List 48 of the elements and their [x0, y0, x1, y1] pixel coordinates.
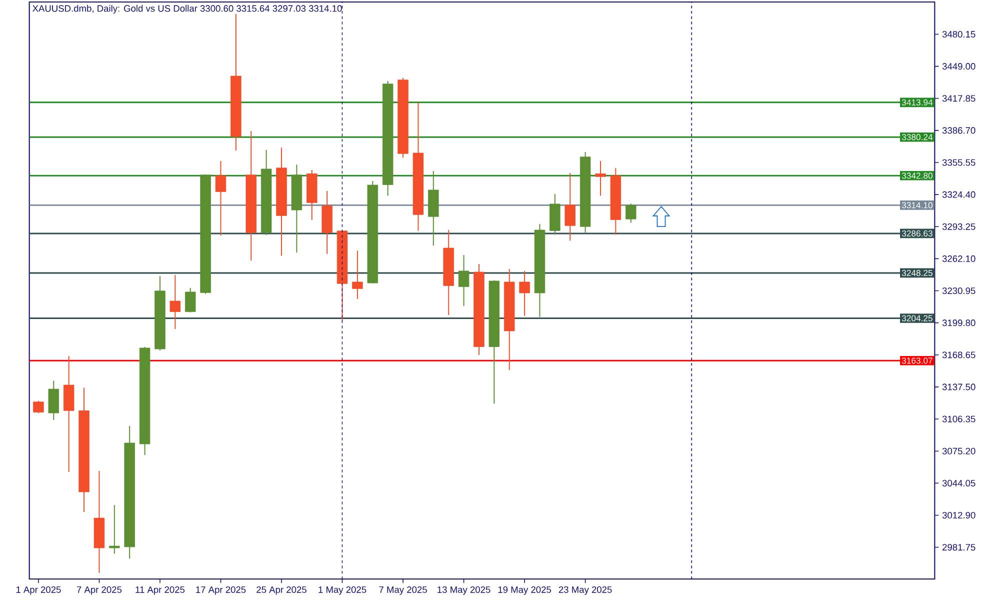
y-tick-label: 3386.70 [942, 127, 976, 134]
y-tick-label: 3075.20 [942, 448, 976, 454]
ref-line-label: 3204.25 [902, 315, 932, 322]
x-tick-label: 17 Apr 2025 [196, 586, 246, 595]
ref-line-label: 3342.80 [902, 172, 932, 179]
y-tick-label: 3355.55 [942, 159, 976, 166]
x-tick-label: 13 May 2025 [438, 586, 490, 595]
x-tick-label: 25 Apr 2025 [256, 586, 306, 595]
y-tick-label: 2981.75 [942, 544, 976, 551]
candlestick [33, 400, 44, 414]
ref-line-label: 3163.07 [902, 358, 932, 364]
y-tick-label: 3230.95 [942, 287, 976, 294]
x-tick-label: 23 May 2025 [558, 586, 612, 595]
y-tick-label: 3012.90 [942, 512, 976, 519]
ref-line-label: 3248.25 [902, 270, 932, 276]
candlestick [215, 160, 226, 236]
ref-line-label: 3413.94 [902, 99, 933, 106]
x-tick-label: 19 May 2025 [498, 586, 552, 595]
candlestick [48, 380, 60, 421]
candlestick [564, 172, 576, 242]
y-tick-label: 3449.00 [942, 63, 976, 70]
y-tick-label: 3293.25 [942, 223, 976, 230]
candlestick [626, 203, 636, 224]
x-tick-label: 1 May 2025 [318, 586, 366, 595]
x-tick-label: 7 May 2025 [379, 586, 427, 595]
y-tick-label: 3480.15 [942, 30, 976, 38]
candlestick [184, 287, 196, 313]
y-tick-label: 3106.35 [942, 416, 976, 422]
candlestick [352, 250, 363, 300]
x-tick-label: 11 Apr 2025 [136, 586, 185, 595]
chart-title: XAUUSD.dmb, Daily: Gold vs US Dollar 3300.60 3315.64 3297.03 3314.10 [32, 4, 342, 14]
ref-line-label: 3314.10 [902, 202, 932, 208]
y-tick-label: 3168.65 [942, 352, 976, 358]
candlestick [519, 270, 530, 316]
candlestick [109, 504, 120, 554]
y-tick-label: 3417.85 [942, 95, 976, 102]
ref-line-label: 3286.63 [902, 230, 932, 237]
x-tick-label: 1 Apr 2025 [16, 586, 61, 595]
candlestick [458, 254, 470, 306]
candlestick [595, 160, 606, 196]
y-tick-label: 3044.05 [942, 480, 976, 486]
y-tick-label: 3262.10 [942, 255, 976, 262]
y-tick-label: 3324.40 [942, 191, 976, 198]
y-tick-label: 3199.80 [942, 320, 976, 326]
ref-line-label: 3380.24 [902, 134, 933, 140]
y-tick-label: 3137.50 [942, 384, 976, 390]
candlestick [170, 274, 181, 330]
x-tick-label: 7 Apr 2025 [76, 586, 122, 595]
